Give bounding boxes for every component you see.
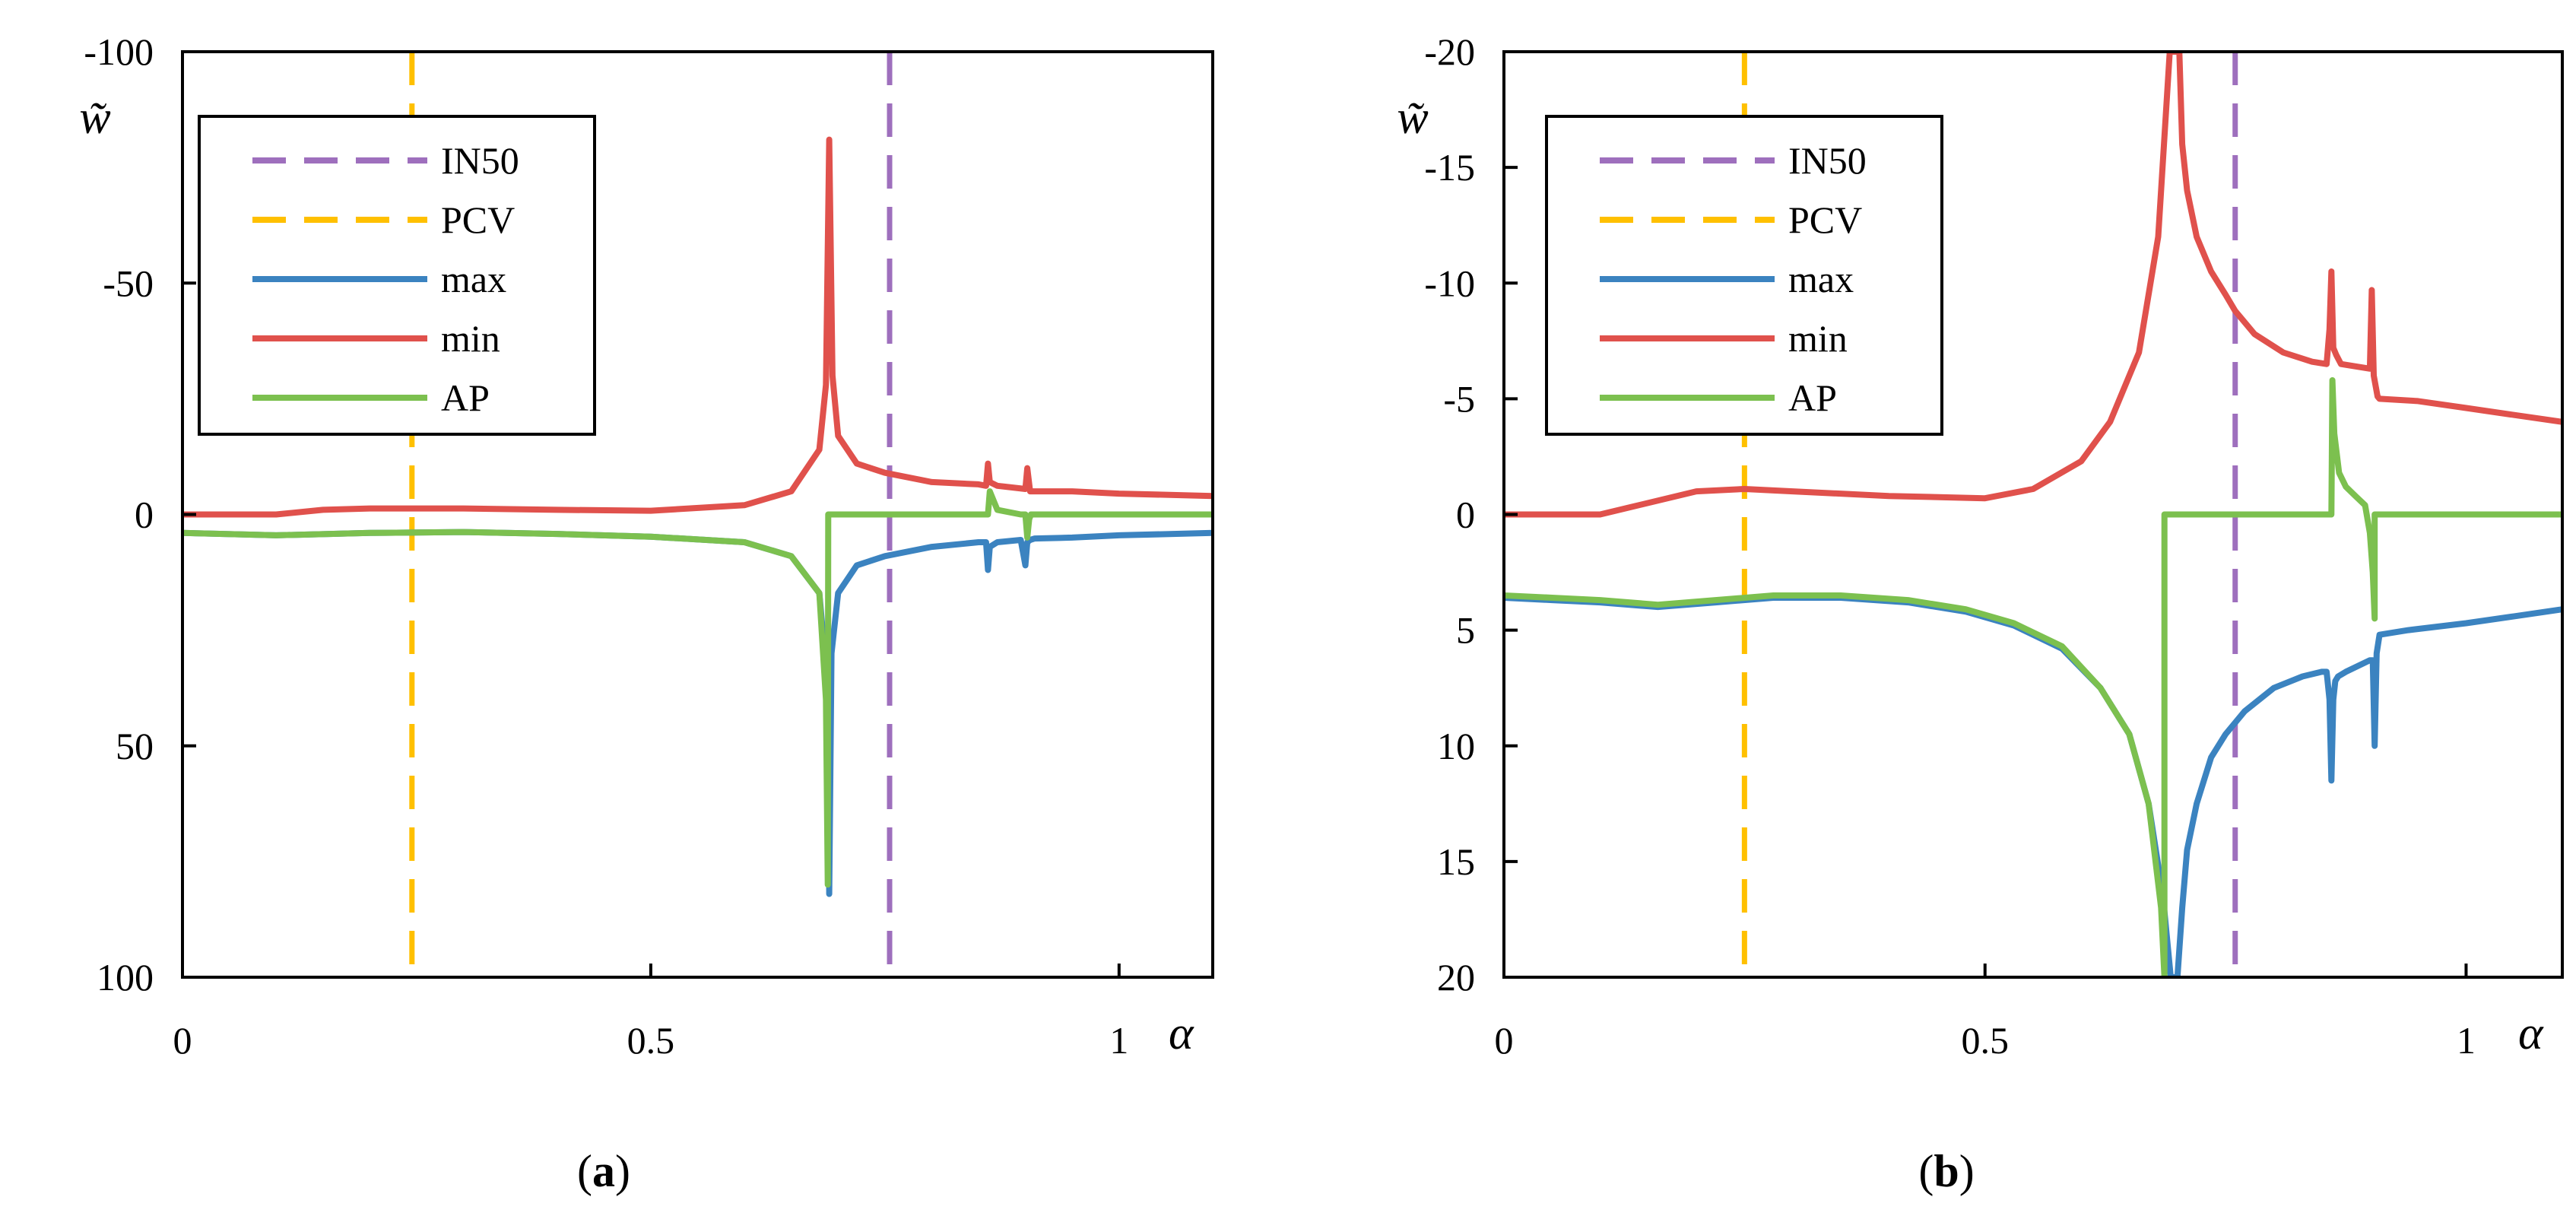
chart-b-legend-label-in50: IN50 bbox=[1788, 139, 1867, 182]
chart-a-series-min bbox=[182, 136, 1213, 518]
chart-a-legend-box bbox=[198, 115, 596, 436]
chart-a-legend-label-in50: IN50 bbox=[441, 139, 519, 182]
chart-a-ylabel: w̃ bbox=[79, 92, 110, 144]
chart-a-legend: IN50 PCV max min AP bbox=[198, 115, 596, 436]
chart-a-series-max bbox=[182, 529, 1213, 897]
chart-a-ytick-label: 100 bbox=[97, 956, 154, 999]
chart-a-legend-label-pcv: PCV bbox=[441, 198, 515, 241]
chart-a-xtick-label: 0 bbox=[173, 1019, 192, 1062]
chart-b-legend-label-min: min bbox=[1788, 317, 1848, 360]
chart-b-xtick-label: 0 bbox=[1495, 1019, 1514, 1062]
chart-b-legend-label-max: max bbox=[1788, 258, 1854, 300]
chart-b-ytick-label: -5 bbox=[1443, 377, 1475, 420]
chart-a-ytick-label: -100 bbox=[84, 30, 154, 73]
chart-a-caption-letter: a bbox=[592, 1146, 615, 1196]
chart-b-series-ap bbox=[1504, 377, 2562, 977]
chart-a-ytick-label: 0 bbox=[135, 494, 154, 536]
chart-b-legend: IN50 PCV max min AP bbox=[1545, 115, 1943, 436]
chart-b-ytick-label: 15 bbox=[1437, 840, 1475, 883]
chart-b-ytick-label: 10 bbox=[1437, 725, 1475, 767]
chart-a-xlabel: α bbox=[1169, 1008, 1194, 1059]
chart-a-ytick-label: 50 bbox=[116, 725, 154, 767]
chart-b-ytick-label: 0 bbox=[1456, 494, 1475, 536]
chart-b-caption-close: ) bbox=[1959, 1146, 1975, 1196]
chart-a: -100 -50 0 50 100 0 0.5 1 α w̃ IN50 PCV max min AP (a) bbox=[79, 30, 1214, 1196]
chart-a-xtick-label: 0.5 bbox=[627, 1019, 675, 1062]
chart-a-legend-label-min: min bbox=[441, 317, 500, 360]
chart-b-caption-open: ( bbox=[1918, 1146, 1934, 1196]
chart-b-legend-label-ap: AP bbox=[1788, 376, 1837, 419]
chart-a-ytick-label: -50 bbox=[103, 262, 154, 304]
chart-b-ylabel: w̃ bbox=[1397, 92, 1428, 144]
chart-a-caption-close: ) bbox=[615, 1146, 630, 1196]
chart-a-xtick-label: 1 bbox=[1109, 1019, 1128, 1062]
chart-b-caption-letter: b bbox=[1934, 1146, 1959, 1196]
chart-b-ytick-label: -20 bbox=[1424, 30, 1475, 73]
chart-b-xlabel: α bbox=[2518, 1008, 2544, 1059]
chart-a-caption-open: ( bbox=[577, 1146, 592, 1196]
chart-b-xtick-label: 0.5 bbox=[1961, 1019, 2009, 1062]
chart-a-legend-label-ap: AP bbox=[441, 376, 490, 419]
chart-b-ytick-label: 5 bbox=[1456, 609, 1475, 652]
chart-b-legend-label-pcv: PCV bbox=[1788, 198, 1862, 241]
chart-b-series-max bbox=[1504, 595, 2562, 977]
chart-a-caption: (a) bbox=[577, 1146, 630, 1196]
chart-a-series-ap bbox=[182, 488, 1213, 888]
chart-b-xtick-label: 1 bbox=[2457, 1019, 2476, 1062]
chart-b-caption: (b) bbox=[1918, 1146, 1974, 1196]
chart-b-ytick-label: -15 bbox=[1424, 146, 1475, 189]
chart-a-legend-label-max: max bbox=[441, 258, 506, 300]
chart-b-series-min bbox=[1504, 52, 2562, 518]
chart-b: -20 -15 -10 -5 0 5 10 15 20 0 0.5 1 α w̃ IN50 PCV max min… bbox=[1397, 30, 2564, 1196]
chart-b-legend-box bbox=[1545, 115, 1943, 436]
chart-b-ytick-label: -10 bbox=[1424, 262, 1475, 304]
chart-b-ytick-label: 20 bbox=[1437, 956, 1475, 999]
